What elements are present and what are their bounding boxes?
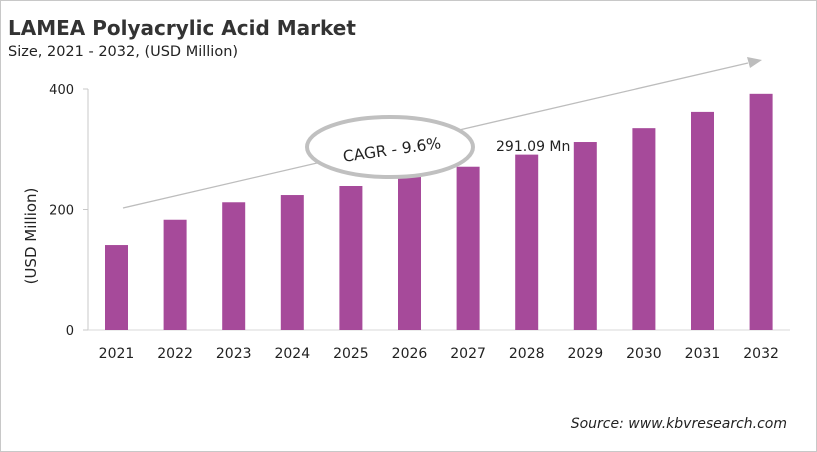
bar-2030 — [632, 128, 656, 330]
chart-title: LAMEA Polyacrylic Acid Market — [8, 16, 356, 40]
y-axis-label: (USD Million) — [22, 188, 40, 285]
source-note: Source: www.kbvresearch.com — [570, 416, 787, 432]
cagr-trend-arrowhead — [747, 57, 762, 68]
x-tick-label: 2024 — [274, 346, 310, 362]
x-tick-label: 2021 — [99, 346, 135, 362]
y-tick-label: 400 — [49, 83, 74, 98]
bar-2031 — [691, 111, 714, 331]
bar-2022 — [163, 219, 187, 330]
x-tick-label: 2031 — [685, 346, 721, 362]
bar-2021 — [105, 245, 128, 330]
bar-2026 — [398, 176, 421, 330]
x-tick-label: 2030 — [626, 346, 662, 362]
data-label-2028: 291.09 Mn — [496, 139, 570, 155]
x-tick-label: 2027 — [450, 346, 486, 362]
bar-2029 — [573, 142, 597, 330]
x-tick-label: 2023 — [216, 346, 252, 362]
chart-subtitle: Size, 2021 - 2032, (USD Million) — [8, 44, 239, 60]
y-tick-label: 200 — [49, 204, 74, 219]
bar-2032 — [749, 93, 773, 330]
bar-2028 — [515, 154, 539, 330]
bar-2025 — [339, 186, 363, 330]
bar-2023 — [222, 202, 246, 330]
x-tick-label: 2026 — [392, 346, 428, 362]
bar-2027 — [456, 166, 480, 330]
y-tick-label: 0 — [66, 324, 74, 339]
x-tick-label: 2029 — [567, 346, 603, 362]
x-tick-label: 2028 — [509, 346, 545, 362]
cagr-ellipse — [305, 115, 475, 179]
x-tick-label: 2025 — [333, 346, 369, 362]
bar-2024 — [280, 195, 304, 330]
x-tick-label: 2022 — [157, 346, 193, 362]
x-tick-label: 2032 — [743, 346, 779, 362]
